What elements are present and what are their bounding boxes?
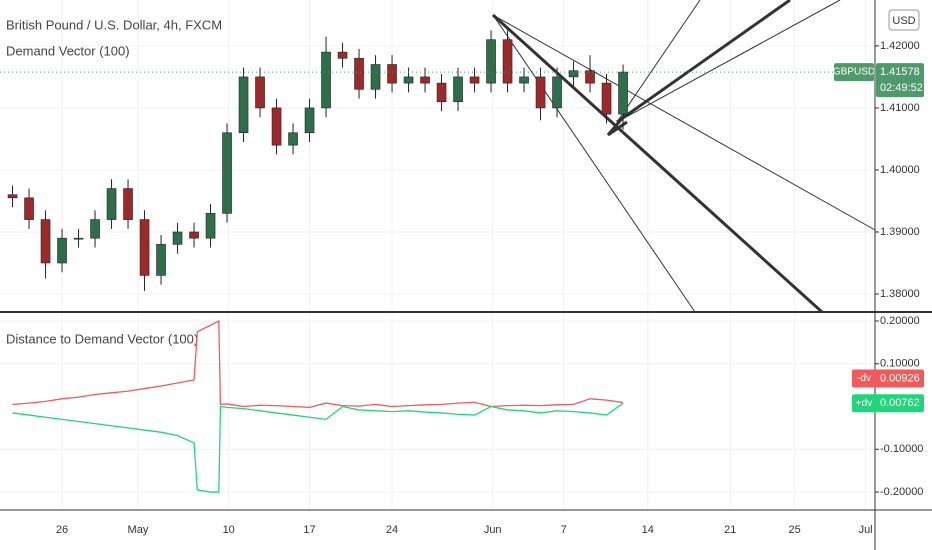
x-tick-label: 7 <box>561 524 567 536</box>
candle-body <box>123 188 133 220</box>
candle-body <box>436 82 447 103</box>
currency[interactable]: USD <box>892 15 915 27</box>
indicator-title: Distance to Demand Vector (100) <box>6 331 198 346</box>
candle-body <box>172 231 183 245</box>
symbol-label: GBPUSD <box>833 67 875 78</box>
drawings <box>491 0 876 314</box>
candle-body <box>552 76 562 109</box>
y-tick-label: 0.10000 <box>880 358 920 370</box>
legend-label: +dv <box>856 398 872 409</box>
candle-body <box>354 58 364 90</box>
price-tag <box>876 63 924 98</box>
x-tick-label: 26 <box>56 524 68 536</box>
candle-body <box>370 64 381 90</box>
trend-line <box>492 14 876 231</box>
candle-body <box>420 76 430 84</box>
candle-body <box>106 188 117 220</box>
chart-title: British Pound / U.S. Dollar, 4h, FXCM <box>6 17 222 32</box>
indicator-title: Demand Vector (100) <box>6 43 130 58</box>
candle-body <box>156 244 166 276</box>
candle-body <box>502 39 513 84</box>
candle-body <box>57 237 67 264</box>
candle-body <box>271 107 282 146</box>
y-tick-label: 1.38000 <box>880 288 920 300</box>
candle-body <box>535 76 546 109</box>
x-tick-label: 14 <box>642 524 654 536</box>
candle-body <box>255 76 265 109</box>
candle-body <box>486 39 496 84</box>
trend-line <box>492 14 696 313</box>
candle-body <box>568 70 579 78</box>
y-tick-label: 0.20000 <box>880 315 920 327</box>
y-tick-label: 1.40000 <box>880 164 920 176</box>
trend-line <box>491 13 824 314</box>
value-tag <box>852 394 924 413</box>
candle-body <box>337 51 348 59</box>
candle-body <box>222 132 232 214</box>
y-tick-label: -0.20000 <box>880 486 923 498</box>
candle-body <box>585 70 595 84</box>
candle-body <box>453 76 463 103</box>
trend-line <box>616 0 841 123</box>
y-tick-label: -0.10000 <box>880 443 923 455</box>
x-tick-label: 10 <box>223 524 235 536</box>
indicator-line <box>12 402 624 493</box>
x-tick-label: May <box>128 524 149 536</box>
candle-body <box>519 76 529 84</box>
x-tick-label: 25 <box>789 524 801 536</box>
candle-body <box>139 219 150 276</box>
x-tick-label: 24 <box>386 524 398 536</box>
value-label: 0.00926 <box>880 372 920 384</box>
candle-body <box>189 231 199 239</box>
price-label: 1.41578 <box>880 66 920 78</box>
y-tick-label: 1.42000 <box>880 40 920 52</box>
value-tag <box>852 369 924 388</box>
indicator-line <box>12 319 624 409</box>
currency-button[interactable] <box>888 9 920 31</box>
y-tick-label: 1.41000 <box>880 102 920 114</box>
candle-body <box>7 194 18 199</box>
candle-body <box>73 237 84 240</box>
countdown: 02:49:52 <box>880 82 923 94</box>
x-tick-label: 17 <box>303 524 315 536</box>
x-tick-label: 21 <box>724 524 736 536</box>
trend-line <box>616 0 791 124</box>
candle-body <box>24 197 34 220</box>
candle-body <box>205 213 216 239</box>
value-label: 0.00762 <box>880 397 920 409</box>
trend-line <box>616 0 701 123</box>
candle-body <box>601 82 612 115</box>
grid-layer <box>0 0 875 510</box>
candle-body <box>288 132 298 146</box>
candle-body <box>90 219 100 239</box>
candle-body <box>238 76 249 134</box>
trend-line <box>606 114 627 136</box>
candle-body <box>618 71 628 115</box>
candle-body <box>469 76 480 84</box>
candle-body <box>40 219 51 264</box>
x-tick-label: Jun <box>484 524 502 536</box>
candle-body <box>387 64 397 84</box>
symbol-tag <box>834 63 874 82</box>
y-tick-label: 1.39000 <box>880 226 920 238</box>
candle-body <box>321 51 331 109</box>
x-tick-label: Jul <box>859 524 873 536</box>
legend-label: -dv <box>857 373 871 384</box>
candle-body <box>304 107 315 134</box>
candle-body <box>403 76 414 84</box>
